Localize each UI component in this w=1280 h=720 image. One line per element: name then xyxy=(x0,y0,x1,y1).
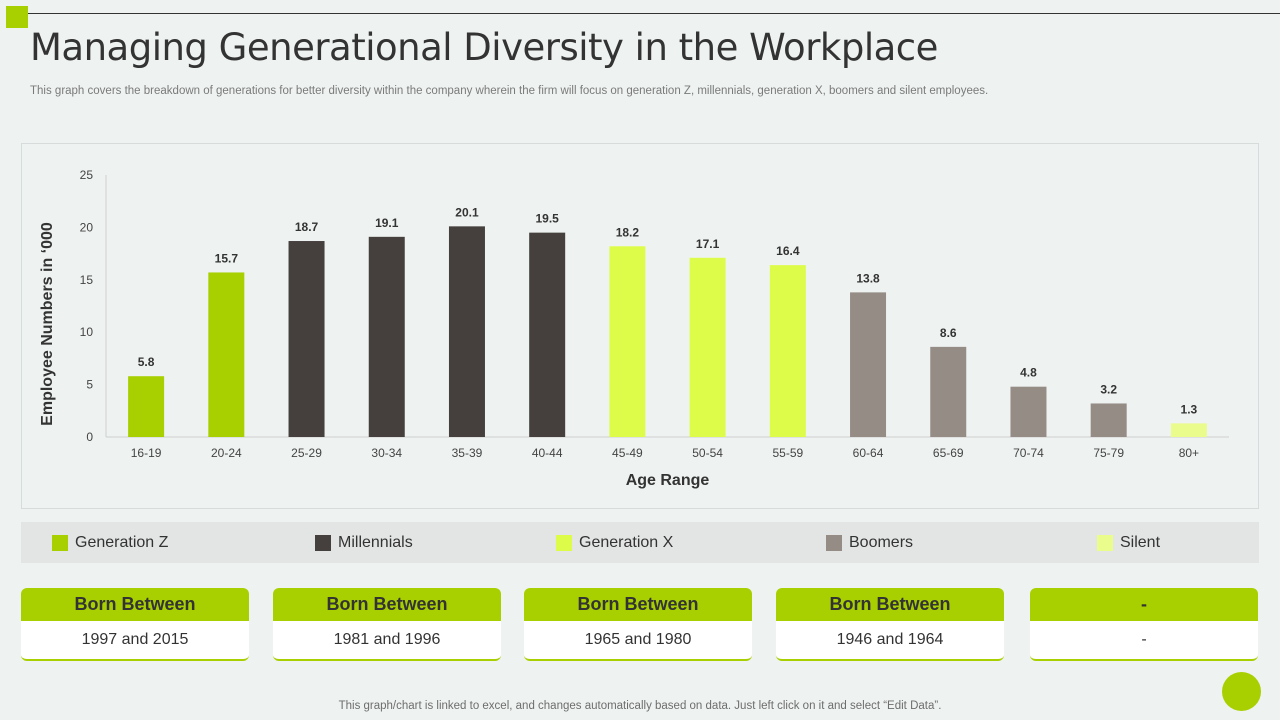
legend-label: Boomers xyxy=(849,533,914,551)
bar-20-24 xyxy=(208,272,245,437)
bar-70-74 xyxy=(1010,386,1047,437)
x-axis-title: Age Range xyxy=(626,472,710,489)
legend-swatch-silent xyxy=(1097,534,1113,551)
card-header: Born Between xyxy=(273,588,501,621)
card-header: Born Between xyxy=(524,588,752,621)
card-header: - xyxy=(1030,588,1258,621)
y-tick-label: 5 xyxy=(86,378,93,392)
y-axis-title: Employee Numbers in ‘000 xyxy=(39,222,56,426)
page-title: Managing Generational Diversity in the W… xyxy=(30,26,938,69)
bar-30-34 xyxy=(368,236,405,437)
data-label: 1.3 xyxy=(1181,402,1198,416)
card-value: 1997 and 2015 xyxy=(81,631,189,648)
y-tick-label: 25 xyxy=(80,168,94,182)
x-tick-label: 55-59 xyxy=(772,446,803,460)
y-tick-label: 10 xyxy=(80,325,94,339)
data-label: 15.7 xyxy=(215,251,239,265)
card-silent: - - xyxy=(1030,588,1258,661)
corner-accent-square xyxy=(6,6,28,28)
legend-label: Generation Z xyxy=(75,533,169,551)
x-tick-label: 70-74 xyxy=(1013,446,1044,460)
data-label: 8.6 xyxy=(940,326,957,340)
x-tick-label: 25-29 xyxy=(291,446,322,460)
bar-40-44 xyxy=(529,232,566,437)
data-label: 16.4 xyxy=(776,244,800,258)
data-label: 4.8 xyxy=(1020,366,1037,380)
card-generation-x: Born Between 1965 and 1980 xyxy=(524,588,752,661)
legend-item-boomers: Boomers xyxy=(826,522,913,563)
data-label: 17.1 xyxy=(696,237,720,251)
bar-80+ xyxy=(1170,423,1207,437)
bar-60-64 xyxy=(850,292,887,437)
chart-panel[interactable]: 0 5 10 15 20 25 5.8 16-19 15.7 20-24 18.7 25-29 19.1… xyxy=(21,143,1259,509)
card-value: 1946 and 1964 xyxy=(836,631,944,648)
legend-item-silent: Silent xyxy=(1097,522,1160,563)
legend-label: Silent xyxy=(1120,533,1161,551)
legend-swatch-millennials xyxy=(315,534,331,551)
y-tick-label: 15 xyxy=(80,273,94,287)
x-tick-label: 50-54 xyxy=(692,446,723,460)
data-label: 18.2 xyxy=(616,225,640,239)
card-header: Born Between xyxy=(776,588,1004,621)
legend-swatch-boomers xyxy=(826,534,842,551)
x-tick-label: 65-69 xyxy=(933,446,964,460)
card-value: 1965 and 1980 xyxy=(584,631,692,648)
data-label: 13.8 xyxy=(856,271,880,285)
bar-50-54 xyxy=(689,257,726,437)
card-boomers: Born Between 1946 and 1964 xyxy=(776,588,1004,661)
x-tick-label: 20-24 xyxy=(211,446,242,460)
x-tick-label: 80+ xyxy=(1179,446,1199,460)
x-tick-label: 75-79 xyxy=(1093,446,1124,460)
legend-label: Millennials xyxy=(338,533,413,551)
legend-swatch-generation-x xyxy=(556,534,572,551)
bar-16-19 xyxy=(128,376,165,437)
x-tick-label: 30-34 xyxy=(371,446,402,460)
legend-item-generation-z: Generation Z xyxy=(52,522,168,563)
x-tick-label: 60-64 xyxy=(853,446,884,460)
corner-accent-circle xyxy=(1222,672,1261,711)
y-tick-label: 0 xyxy=(86,430,93,444)
bar-75-79 xyxy=(1090,403,1127,437)
card-value: 1981 and 1996 xyxy=(333,631,441,648)
x-tick-label: 16-19 xyxy=(131,446,162,460)
bar-45-49 xyxy=(609,246,646,437)
legend-item-millennials: Millennials xyxy=(315,522,413,563)
bar-55-59 xyxy=(769,265,806,437)
data-label: 19.5 xyxy=(535,212,559,226)
legend-label: Generation X xyxy=(579,533,674,551)
bar-chart[interactable]: 0 5 10 15 20 25 5.8 16-19 15.7 20-24 18.7 25-29 19.1… xyxy=(22,144,1260,510)
page-subtitle: This graph covers the breakdown of gener… xyxy=(30,85,989,97)
card-value: - xyxy=(1141,631,1147,648)
x-tick-label: 35-39 xyxy=(452,446,483,460)
data-label: 19.1 xyxy=(375,216,399,230)
header-divider xyxy=(28,13,1280,14)
x-tick-label: 45-49 xyxy=(612,446,643,460)
bar-35-39 xyxy=(448,226,485,437)
data-label: 5.8 xyxy=(138,355,155,369)
x-tick-label: 40-44 xyxy=(532,446,563,460)
card-header: Born Between xyxy=(21,588,249,621)
card-generation-z: Born Between 1997 and 2015 xyxy=(21,588,249,661)
bar-25-29 xyxy=(288,241,325,437)
bar-65-69 xyxy=(930,346,967,437)
data-label: 3.2 xyxy=(1100,382,1117,396)
footer-note: This graph/chart is linked to excel, and… xyxy=(338,700,942,712)
card-millennials: Born Between 1981 and 1996 xyxy=(273,588,501,661)
data-label: 20.1 xyxy=(455,205,479,219)
legend-item-generation-x: Generation X xyxy=(556,522,673,563)
legend: Generation Z Millennials Generation X Bo… xyxy=(21,522,1259,563)
data-label: 18.7 xyxy=(295,220,319,234)
legend-swatch-generation-z xyxy=(52,534,68,551)
y-tick-label: 20 xyxy=(80,220,94,234)
